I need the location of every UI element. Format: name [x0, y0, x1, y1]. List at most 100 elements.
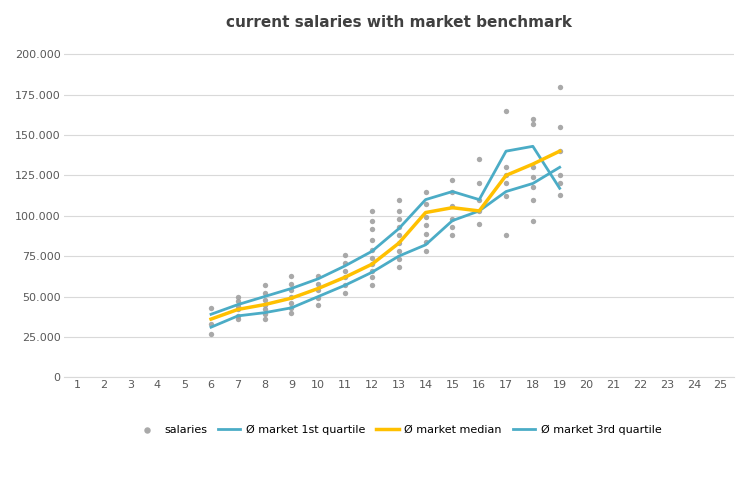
salaries — [366, 207, 378, 215]
salaries — [366, 236, 378, 244]
salaries — [366, 216, 378, 224]
Ø market median — [448, 205, 457, 211]
salaries — [232, 306, 244, 313]
salaries — [446, 176, 458, 184]
salaries — [366, 267, 378, 275]
salaries — [339, 273, 351, 281]
salaries — [419, 214, 431, 221]
salaries — [285, 279, 297, 287]
Title: current salaries with market benchmark: current salaries with market benchmark — [225, 15, 571, 30]
salaries — [205, 320, 217, 328]
Ø market 1st quartile — [341, 282, 350, 288]
salaries — [392, 239, 404, 247]
Line: Ø market median: Ø market median — [211, 151, 560, 319]
salaries — [446, 202, 458, 210]
salaries — [232, 293, 244, 301]
salaries — [527, 173, 539, 181]
salaries — [392, 247, 404, 255]
salaries — [500, 192, 512, 200]
Ø market median — [260, 302, 269, 308]
Ø market 1st quartile — [421, 242, 430, 248]
salaries — [419, 238, 431, 246]
salaries — [419, 201, 431, 209]
salaries — [258, 301, 270, 308]
salaries — [258, 306, 270, 313]
salaries — [500, 180, 512, 187]
salaries — [205, 330, 217, 338]
salaries — [339, 289, 351, 297]
salaries — [554, 180, 565, 187]
Ø market 1st quartile — [555, 164, 564, 170]
Ø market 1st quartile — [502, 188, 511, 194]
salaries — [366, 225, 378, 233]
salaries — [258, 315, 270, 323]
salaries — [392, 215, 404, 223]
salaries — [312, 279, 324, 287]
salaries — [312, 294, 324, 302]
salaries — [473, 220, 485, 228]
salaries — [500, 171, 512, 179]
Ø market 1st quartile — [448, 217, 457, 223]
salaries — [446, 215, 458, 223]
Ø market 1st quartile — [287, 305, 296, 311]
salaries — [446, 187, 458, 195]
salaries — [527, 120, 539, 127]
salaries — [258, 296, 270, 304]
Ø market 1st quartile — [314, 294, 323, 300]
salaries — [473, 180, 485, 187]
salaries — [554, 191, 565, 199]
salaries — [527, 115, 539, 123]
Ø market 3rd quartile — [368, 248, 377, 254]
salaries — [232, 315, 244, 323]
Line: Ø market 3rd quartile: Ø market 3rd quartile — [211, 146, 560, 314]
salaries — [500, 163, 512, 171]
Ø market 3rd quartile — [502, 148, 511, 154]
salaries — [366, 281, 378, 289]
Ø market median — [421, 210, 430, 215]
Ø market 1st quartile — [528, 181, 537, 186]
Ø market 3rd quartile — [448, 188, 457, 194]
Ø market median — [502, 172, 511, 178]
Ø market median — [314, 285, 323, 291]
salaries — [392, 264, 404, 272]
salaries — [554, 147, 565, 155]
Ø market median — [528, 161, 537, 167]
Ø market median — [555, 148, 564, 154]
Ø market median — [341, 274, 350, 280]
Ø market 3rd quartile — [234, 302, 243, 308]
salaries — [419, 221, 431, 229]
Ø market median — [368, 261, 377, 267]
salaries — [285, 293, 297, 301]
salaries — [232, 298, 244, 306]
salaries — [446, 223, 458, 231]
salaries — [473, 155, 485, 163]
salaries — [473, 207, 485, 215]
salaries — [285, 304, 297, 312]
salaries — [339, 259, 351, 267]
salaries — [500, 107, 512, 115]
salaries — [339, 281, 351, 289]
salaries — [554, 83, 565, 91]
salaries — [392, 196, 404, 204]
salaries — [366, 246, 378, 253]
salaries — [205, 304, 217, 312]
Ø market 1st quartile — [234, 313, 243, 319]
Ø market 3rd quartile — [260, 294, 269, 300]
Ø market 3rd quartile — [394, 226, 403, 232]
salaries — [554, 171, 565, 179]
salaries — [339, 267, 351, 275]
salaries — [527, 183, 539, 190]
salaries — [527, 216, 539, 224]
salaries — [473, 196, 485, 204]
salaries — [232, 312, 244, 320]
Ø market 1st quartile — [475, 208, 484, 214]
Ø market median — [475, 208, 484, 214]
salaries — [232, 302, 244, 310]
salaries — [419, 247, 431, 255]
salaries — [258, 289, 270, 297]
Ø market 1st quartile — [260, 310, 269, 316]
salaries — [258, 310, 270, 318]
Ø market 3rd quartile — [207, 311, 216, 317]
Ø market median — [234, 307, 243, 312]
salaries — [285, 309, 297, 317]
